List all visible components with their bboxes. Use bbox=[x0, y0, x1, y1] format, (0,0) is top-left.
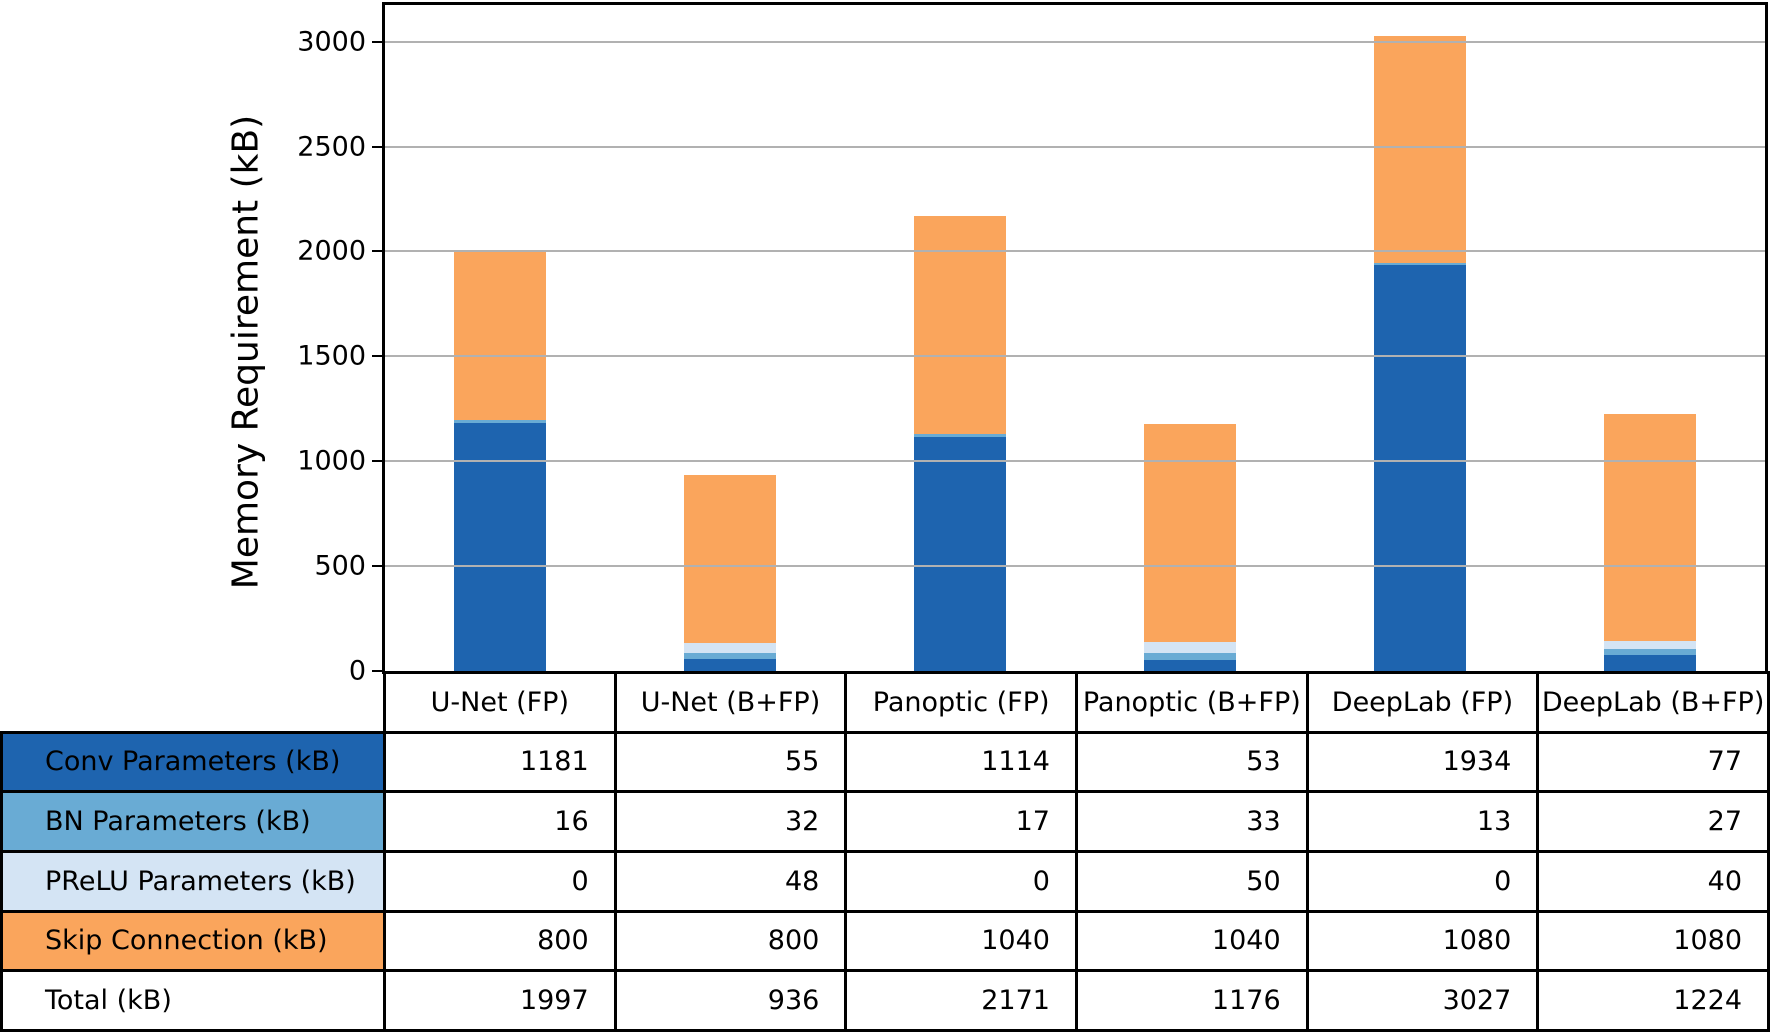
cell-2-2: 0 bbox=[844, 849, 1078, 913]
bar-segment bbox=[1374, 36, 1466, 263]
bar-segment bbox=[1604, 649, 1696, 655]
bar-segment bbox=[684, 474, 776, 643]
row-label-1: BN Parameters (kB) bbox=[0, 790, 386, 853]
y-tick-mark-2500 bbox=[372, 145, 382, 148]
y-tick-label-500: 500 bbox=[314, 550, 366, 582]
cell-1-3: 33 bbox=[1074, 790, 1309, 853]
cell-1-0: 16 bbox=[383, 790, 617, 853]
cell-3-1: 800 bbox=[613, 909, 848, 973]
column-header-4: DeepLab (FP) bbox=[1305, 671, 1540, 734]
y-tick-mark-1000 bbox=[372, 460, 382, 463]
y-tick-label-2000: 2000 bbox=[297, 235, 366, 267]
cell-3-2: 1040 bbox=[844, 909, 1078, 973]
bar-segment bbox=[914, 437, 1006, 671]
bar-segment bbox=[1144, 642, 1236, 653]
cell-total-1: 936 bbox=[613, 969, 848, 1032]
cell-0-5: 77 bbox=[1536, 730, 1770, 794]
table-row: Conv Parameters (kB) 1181 55 1114 53 1934 77 bbox=[0, 730, 1770, 794]
gridline-2000 bbox=[385, 250, 1765, 253]
column-header-0: U-Net (FP) bbox=[383, 671, 617, 734]
y-tick-mark-3000 bbox=[372, 40, 382, 43]
y-tick-label-0: 0 bbox=[348, 655, 366, 687]
table-row: BN Parameters (kB) 16 32 17 33 13 27 bbox=[0, 790, 1770, 853]
bar-segment bbox=[914, 433, 1006, 438]
plot-area: 0 500 1000 1500 2000 2500 3000 bbox=[297, 2, 1768, 685]
y-tick-label-1500: 1500 bbox=[297, 340, 366, 372]
row-label-total: Total (kB) bbox=[0, 969, 386, 1032]
bar-segment bbox=[1374, 265, 1466, 671]
bar-segment bbox=[1604, 640, 1696, 650]
cell-0-4: 1934 bbox=[1305, 730, 1540, 794]
cell-2-3: 50 bbox=[1074, 849, 1309, 913]
cell-2-4: 0 bbox=[1305, 849, 1540, 913]
cell-1-4: 13 bbox=[1305, 790, 1540, 853]
bar-segment bbox=[914, 215, 1006, 434]
cell-total-2: 2171 bbox=[844, 969, 1078, 1032]
gridline-1500 bbox=[385, 355, 1765, 358]
column-header-2: Panoptic (FP) bbox=[844, 671, 1078, 734]
bar-segment bbox=[1374, 262, 1466, 266]
y-tick-mark-2000 bbox=[372, 250, 382, 253]
bar-segment bbox=[684, 652, 776, 660]
table-header-row: U-Net (FP) U-Net (B+FP) Panoptic (FP) Panop… bbox=[2, 671, 1770, 734]
cell-2-1: 48 bbox=[613, 849, 848, 913]
cell-3-5: 1080 bbox=[1536, 909, 1770, 973]
table-row-total: Total (kB) 1997 936 2171 1176 3027 1224 bbox=[0, 969, 1770, 1032]
column-header-3: Panoptic (B+FP) bbox=[1074, 671, 1309, 734]
data-table: U-Net (FP) U-Net (B+FP) Panoptic (FP) Panop… bbox=[0, 671, 1770, 1032]
column-header-5: DeepLab (B+FP) bbox=[1536, 671, 1770, 734]
bar-segment bbox=[684, 642, 776, 653]
y-tick-label-1000: 1000 bbox=[297, 445, 366, 477]
gridline-1000 bbox=[385, 460, 1765, 463]
cell-1-1: 32 bbox=[613, 790, 848, 853]
cell-0-1: 55 bbox=[613, 730, 848, 794]
cell-total-3: 1176 bbox=[1074, 969, 1309, 1032]
cell-2-0: 0 bbox=[383, 849, 617, 913]
cell-1-5: 27 bbox=[1536, 790, 1770, 853]
gridline-3000 bbox=[385, 40, 1765, 43]
y-tick-mark-1500 bbox=[372, 355, 382, 358]
bar-segment bbox=[1604, 654, 1696, 671]
y-axis-title: Memory Requirement (kB) bbox=[225, 114, 267, 590]
bar-segment bbox=[684, 659, 776, 671]
cell-1-2: 17 bbox=[844, 790, 1078, 853]
cell-0-0: 1181 bbox=[383, 730, 617, 794]
bar-segment bbox=[454, 252, 546, 420]
cell-3-4: 1080 bbox=[1305, 909, 1540, 973]
bar-segment bbox=[1144, 659, 1236, 671]
bar-segment bbox=[1144, 652, 1236, 660]
y-tick-label-3000: 3000 bbox=[297, 26, 366, 58]
cell-0-2: 1114 bbox=[844, 730, 1078, 794]
cell-total-5: 1224 bbox=[1536, 969, 1770, 1032]
cell-2-5: 40 bbox=[1536, 849, 1770, 913]
table-row: PReLU Parameters (kB) 0 48 0 50 0 40 bbox=[0, 849, 1770, 913]
y-tick-label-2500: 2500 bbox=[297, 131, 366, 163]
row-label-3: Skip Connection (kB) bbox=[0, 909, 386, 973]
row-label-0: Conv Parameters (kB) bbox=[0, 730, 386, 794]
bar-segment bbox=[454, 419, 546, 424]
cell-total-0: 1997 bbox=[383, 969, 617, 1032]
bar-segment bbox=[1604, 414, 1696, 641]
y-tick-mark-500 bbox=[372, 565, 382, 568]
bar-segment bbox=[454, 423, 546, 671]
gridline-2500 bbox=[385, 145, 1765, 148]
cell-3-0: 800 bbox=[383, 909, 617, 973]
table-corner-blank bbox=[2, 673, 385, 733]
cell-total-4: 3027 bbox=[1305, 969, 1540, 1032]
y-tick-mark-0 bbox=[372, 670, 382, 672]
cell-3-3: 1040 bbox=[1074, 909, 1309, 973]
gridline-500 bbox=[385, 565, 1765, 568]
cell-0-3: 53 bbox=[1074, 730, 1309, 794]
column-header-1: U-Net (B+FP) bbox=[613, 671, 848, 734]
table-row: Skip Connection (kB) 800 800 1040 1040 1080 10… bbox=[0, 909, 1770, 973]
bar-segment bbox=[1144, 424, 1236, 643]
row-label-2: PReLU Parameters (kB) bbox=[0, 849, 386, 913]
